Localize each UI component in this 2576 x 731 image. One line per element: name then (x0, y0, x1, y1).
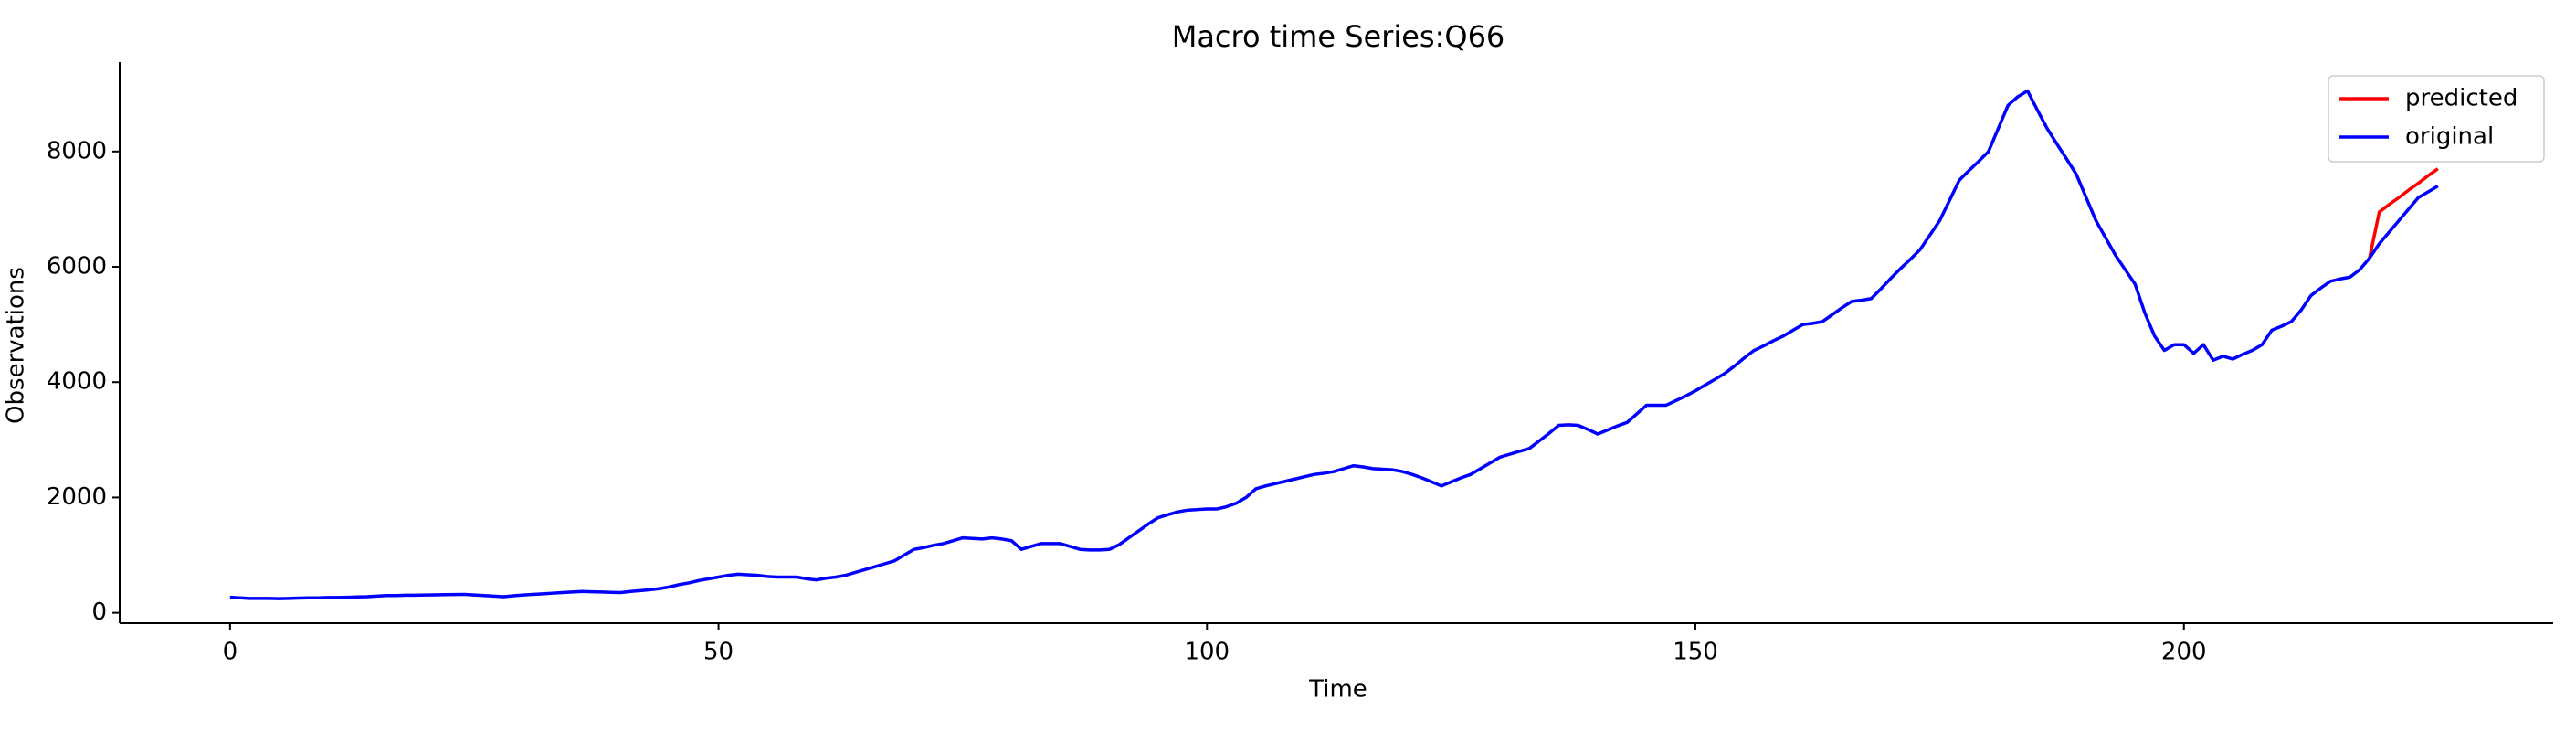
line-original (229, 89, 2439, 600)
legend-label: original (2405, 123, 2494, 151)
line-predicted (2368, 167, 2439, 259)
y-axis-label: Observations (3, 267, 30, 424)
y-tick-label: 8000 (47, 137, 107, 164)
x-tick-label: 50 (703, 639, 734, 666)
x-tick-label: 100 (1184, 639, 1230, 666)
x-tick-label: 0 (223, 639, 238, 666)
y-tick-label: 4000 (47, 368, 107, 396)
y-tick-label: 0 (91, 599, 107, 626)
y-tick-label: 2000 (47, 483, 107, 511)
legend-label: predicted (2405, 85, 2518, 112)
x-tick-label: 150 (1673, 639, 1718, 666)
x-axis-label: Time (1308, 676, 1367, 704)
y-tick-label: 6000 (47, 253, 107, 281)
chart-title: Macro time Series:Q66 (1172, 19, 1505, 54)
x-tick-label: 200 (2161, 639, 2207, 666)
